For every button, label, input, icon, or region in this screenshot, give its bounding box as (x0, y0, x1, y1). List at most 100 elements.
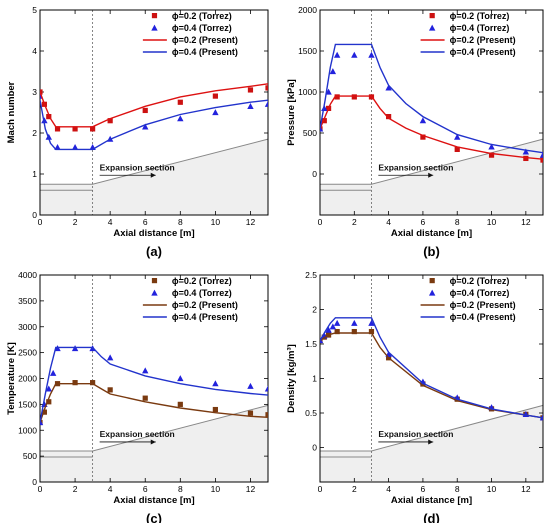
data-point-triangle (177, 115, 184, 122)
data-point-square (90, 380, 96, 386)
data-point-square (540, 157, 543, 163)
legend-entry: ϕ=0.4 (Present) (450, 312, 516, 322)
series-group (320, 43, 543, 163)
annotation-label: Expansion section (378, 429, 453, 439)
legend-entry: ϕ=0.4 (Torrez) (172, 23, 232, 33)
series-group (320, 317, 543, 421)
data-point-triangle (351, 51, 358, 58)
x-tick-label: 6 (143, 484, 148, 494)
data-point-triangle (522, 148, 530, 155)
data-point-triangle (333, 51, 341, 58)
legend-triangle-swatch (428, 289, 436, 296)
expansion-fill (320, 405, 543, 482)
y-tick-label: 5 (32, 5, 37, 15)
legend-square-swatch (429, 278, 435, 284)
data-point-square (46, 114, 52, 120)
y-axis-label: Pressure [kPa] (286, 79, 297, 146)
legend-square-swatch (151, 278, 158, 284)
data-point-square (454, 146, 460, 152)
y-tick-label: 4 (32, 46, 37, 56)
legend-entry: ϕ=0.4 (Present) (172, 47, 238, 57)
y-tick-label: 2.5 (305, 270, 317, 280)
x-tick-label: 8 (455, 217, 460, 227)
data-point-triangle (488, 143, 495, 150)
chart-panel-2: Expansion section 0 2 4 6 8 10 12 0 500 1000 1500 20… (286, 5, 544, 259)
y-tick-label: 1500 (18, 399, 37, 409)
series-line-3 (320, 95, 543, 160)
expansion-fill (320, 139, 543, 215)
annotation-arrow-head (428, 439, 434, 445)
x-tick-label: 2 (73, 217, 78, 227)
data-point-triangle (419, 117, 427, 124)
legend: ϕ=0.2 (Torrez) ϕ=0.4 (Torrez) ϕ=0.2 (Prese… (420, 11, 516, 57)
data-point-square (41, 409, 47, 415)
series-line-3 (40, 83, 268, 128)
data-point-triangle (142, 367, 149, 374)
x-tick-label: 12 (521, 217, 531, 227)
y-tick-label: 4000 (18, 270, 37, 280)
chart-panel-4: Expansion section 0 2 4 6 8 10 12 0 0.5 1 1.5 2 2.5 Ax… (286, 270, 544, 526)
data-point-triangle (368, 51, 375, 58)
data-point-triangle (419, 378, 427, 385)
data-point-square (212, 406, 218, 413)
x-axis-label: Axial distance [m] (391, 228, 472, 239)
data-point-square (72, 126, 78, 132)
series-line-4 (320, 43, 543, 154)
data-point-square (247, 87, 254, 93)
y-tick-label: 1500 (298, 46, 317, 56)
data-point-triangle (368, 319, 375, 326)
series-line-4 (40, 346, 268, 423)
x-tick-label: 4 (108, 217, 113, 227)
legend-entry: ϕ=0.2 (Torrez) (450, 11, 510, 21)
x-tick-label: 12 (246, 484, 256, 494)
x-tick-label: 2 (73, 484, 78, 494)
x-tick-label: 4 (386, 217, 391, 227)
annotation-label: Expansion section (378, 162, 453, 172)
data-point-square (265, 85, 268, 91)
annotation-arrow-head (428, 172, 434, 178)
data-point-square (523, 155, 529, 162)
legend-entry: ϕ=0.2 (Present) (450, 300, 516, 310)
legend: ϕ=0.2 (Torrez) ϕ=0.4 (Torrez) ϕ=0.2 (Prese… (142, 276, 238, 322)
data-point-square (142, 395, 148, 401)
x-tick-label: 10 (487, 217, 497, 227)
legend-entry: ϕ=0.2 (Torrez) (172, 276, 232, 286)
data-point-square (107, 118, 113, 124)
data-point-square (420, 134, 426, 140)
legend-entry: ϕ=0.2 (Present) (450, 35, 516, 45)
data-point-square (351, 328, 357, 335)
chart-panel-3: Expansion section 0 2 4 6 8 10 12 0 500 1000 1500 20… (6, 270, 269, 526)
legend-entry: ϕ=0.2 (Torrez) (450, 276, 510, 286)
legend: ϕ=0.2 (Torrez) ϕ=0.4 (Torrez) ϕ=0.2 (Prese… (142, 11, 238, 57)
data-point-triangle (325, 88, 332, 95)
y-tick-label: 3 (32, 87, 37, 97)
y-tick-label: 3500 (18, 296, 37, 306)
x-tick-label: 10 (211, 217, 221, 227)
data-point-square (40, 89, 43, 95)
data-point-triangle (351, 319, 358, 326)
data-point-triangle (54, 143, 61, 150)
y-tick-label: 3000 (18, 322, 37, 332)
data-point-triangle (212, 109, 219, 116)
series-group (40, 345, 268, 426)
x-tick-label: 4 (108, 484, 113, 494)
data-point-square (334, 328, 340, 335)
data-point-square (368, 328, 375, 335)
annotation-arrow-head (150, 439, 156, 445)
panel-label: (c) (146, 511, 162, 523)
x-axis-label: Axial distance [m] (113, 495, 194, 506)
data-point-square (321, 118, 327, 124)
y-tick-label: 1.5 (305, 339, 317, 349)
data-point-square (488, 152, 495, 158)
data-point-square (142, 107, 148, 114)
data-point-square (351, 94, 357, 100)
annotation-arrow-head (150, 172, 156, 178)
y-tick-label: 2 (32, 128, 37, 138)
legend-square-swatch (151, 13, 158, 19)
panel-label: (d) (423, 511, 440, 523)
data-point-square (46, 399, 52, 405)
x-axis-label: Axial distance [m] (113, 228, 194, 239)
x-tick-label: 0 (38, 217, 43, 227)
